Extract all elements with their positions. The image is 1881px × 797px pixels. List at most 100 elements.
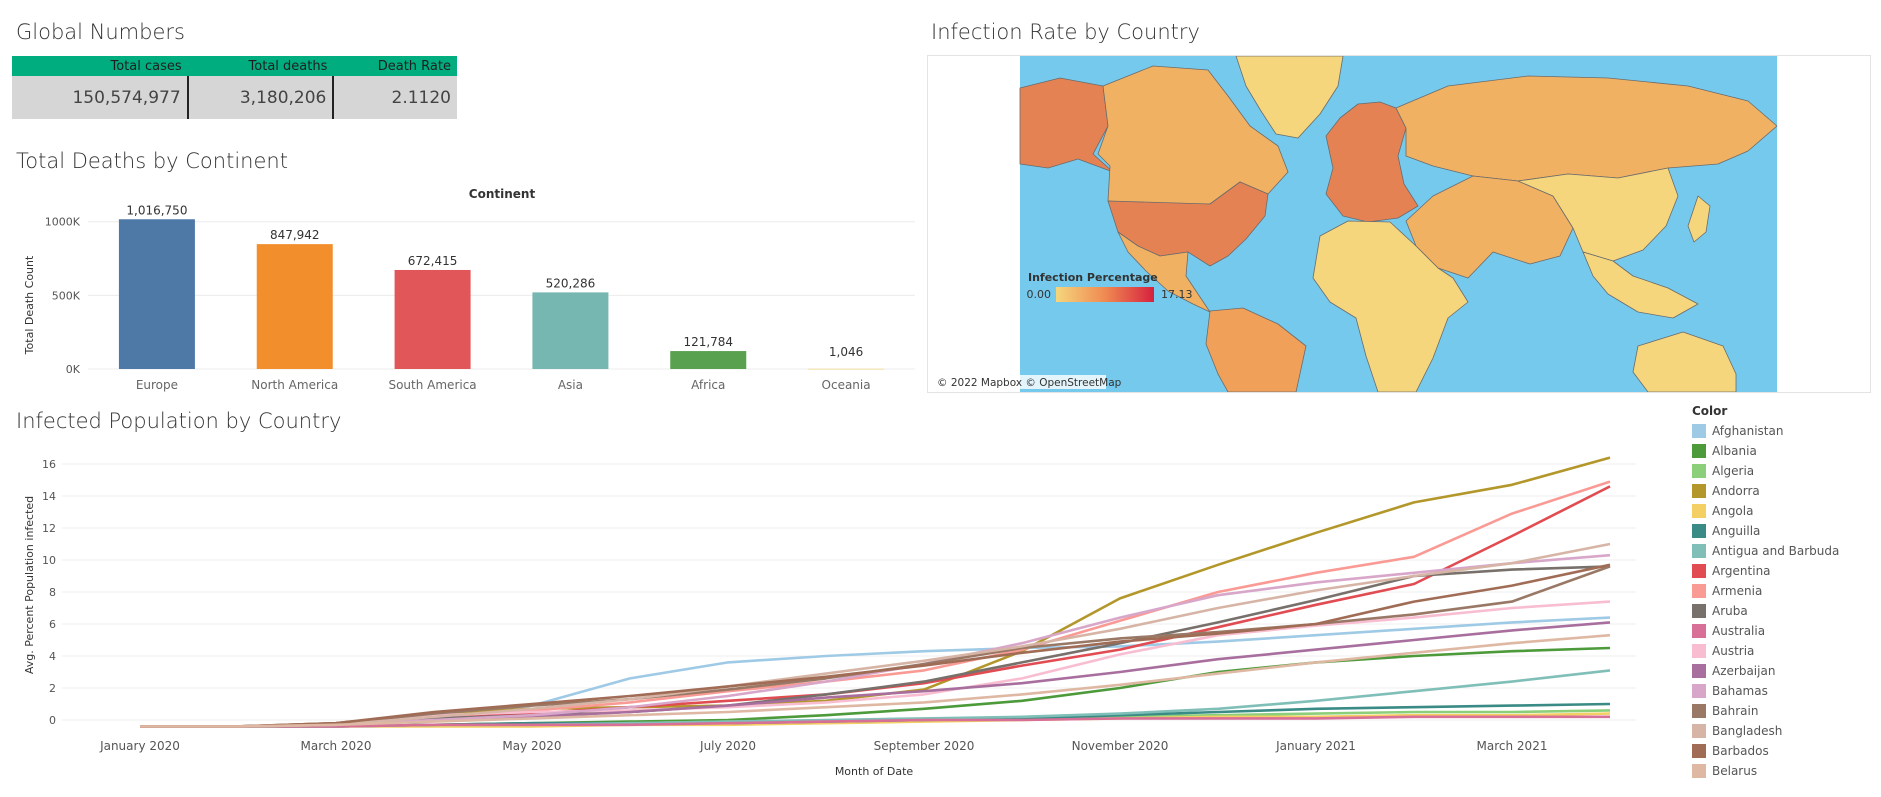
bar-value-label: 847,942 [270,228,320,242]
infection-legend-title: Infection Percentage [1028,271,1158,284]
world-map[interactable]: Infection Percentage 0.00 17.13 © 2022 M… [928,56,1870,392]
region-greenland[interactable] [1235,56,1344,139]
line-x-tick-label: March 2021 [1477,739,1548,753]
infection-map-title: Infection Rate by Country [931,20,1200,44]
legend-item[interactable]: Bangladesh [1692,721,1872,741]
legend-swatch [1692,504,1706,518]
line-x-tick-label: July 2020 [699,739,756,753]
line-y-tick-label: 6 [49,618,56,631]
line-bangladesh[interactable] [140,542,1611,728]
line-belarus[interactable] [140,633,1611,728]
region-mexico[interactable] [1117,231,1211,313]
infected-line-chart: Avg. Percent Population infected Month o… [23,456,1636,778]
legend-item[interactable]: Bahamas [1692,681,1872,701]
bar-asia[interactable] [532,292,609,369]
line-y-tick-label: 14 [42,490,56,503]
bar-value-label: 1,046 [829,345,863,359]
legend-label: Bahamas [1712,684,1768,698]
region-europe[interactable] [1325,101,1419,223]
region-australia[interactable] [1632,331,1737,392]
continent-header: Continent [469,187,536,201]
line-x-tick-label: May 2020 [502,739,561,753]
legend-swatch [1692,604,1706,618]
legend-swatch [1692,664,1706,678]
header-total-cases[interactable]: Total cases [12,56,188,76]
legend-item[interactable]: Andorra [1692,481,1872,501]
bar-category-label: Africa [691,378,725,392]
legend-swatch [1692,484,1706,498]
bar-y-tick-label: 0K [66,363,81,376]
bar-y-tick-label: 500K [52,289,81,302]
bar-north-america[interactable] [256,244,333,369]
bar-category-label: Oceania [822,378,871,392]
legend-item[interactable]: Bahrain [1692,701,1872,721]
legend-label: Barbados [1712,744,1769,758]
legend-item[interactable]: Antigua and Barbuda [1692,541,1872,561]
line-x-axis-label: Month of Date [835,765,914,778]
legend-swatch [1692,744,1706,758]
bar-category-label: Asia [558,378,583,392]
line-y-tick-label: 8 [49,586,56,599]
legend-item[interactable]: Argentina [1692,561,1872,581]
bar-value-label: 520,286 [546,276,596,290]
legend-item[interactable]: Albania [1692,441,1872,461]
region-alaska[interactable] [1019,77,1114,173]
legend-item[interactable]: Armenia [1692,581,1872,601]
value-total-cases[interactable]: 150,574,977 [12,76,189,119]
legend-label: Antigua and Barbuda [1712,544,1840,558]
region-africa[interactable] [1312,220,1469,392]
map-attribution[interactable]: © 2022 Mapbox © OpenStreetMap [937,377,1122,389]
line-y-tick-label: 4 [49,650,56,663]
region-japan[interactable] [1687,195,1711,243]
legend-label: Afghanistan [1712,424,1784,438]
region-southeast-asia[interactable] [1582,251,1699,319]
bar-south-america[interactable] [394,269,471,369]
bar-oceania[interactable] [808,368,885,370]
legend-swatch [1692,424,1706,438]
line-y-tick-label: 0 [49,714,56,727]
header-total-deaths[interactable]: Total deaths [187,56,334,76]
bar-africa[interactable] [670,351,747,369]
legend-item[interactable]: Australia [1692,621,1872,641]
legend-item[interactable]: Afghanistan [1692,421,1872,441]
legend-label: Aruba [1712,604,1748,618]
legend-item[interactable]: Azerbaijan [1692,661,1872,681]
infection-map[interactable]: Infection Percentage 0.00 17.13 © 2022 M… [927,55,1871,393]
legend-label: Andorra [1712,484,1760,498]
legend-item[interactable]: Angola [1692,501,1872,521]
legend-swatch [1692,464,1706,478]
line-x-tick-label: March 2020 [301,739,372,753]
country-legend: Color Afghanistan Albania Algeria Andorra An… [1692,404,1872,781]
bar-category-label: South America [388,378,476,392]
value-death-rate[interactable]: 2.1120 [333,76,457,119]
line-y-axis-label: Avg. Percent Population infected [23,496,36,674]
legend-item[interactable]: Anguilla [1692,521,1872,541]
region-east-asia[interactable] [1517,167,1679,262]
legend-item[interactable]: Algeria [1692,461,1872,481]
region-russia[interactable] [1395,75,1778,182]
value-total-deaths[interactable]: 3,180,206 [187,76,335,119]
legend-item[interactable]: Austria [1692,641,1872,661]
legend-item[interactable]: Belarus [1692,761,1872,781]
legend-label: Anguilla [1712,524,1761,538]
legend-label: Azerbaijan [1712,664,1776,678]
legend-swatch [1692,644,1706,658]
bar-category-label: Europe [136,378,178,392]
country-legend-title: Color [1692,404,1728,418]
line-y-tick-label: 2 [49,682,56,695]
legend-label: Austria [1712,644,1755,658]
legend-label: Bangladesh [1712,724,1783,738]
legend-swatch [1692,444,1706,458]
line-australia[interactable] [140,715,1610,728]
bar-europe[interactable] [118,219,195,369]
legend-item[interactable]: Aruba [1692,601,1872,621]
bar-y-axis-label: Total Death Count [23,255,36,355]
legend-label: Australia [1712,624,1766,638]
line-barbados[interactable] [140,563,1611,728]
bar-value-label: 1,016,750 [126,203,187,217]
legend-swatch [1692,524,1706,538]
header-death-rate[interactable]: Death Rate [333,56,457,76]
region-south-america[interactable] [1205,307,1307,392]
legend-swatch [1692,724,1706,738]
legend-item[interactable]: Barbados [1692,741,1872,761]
